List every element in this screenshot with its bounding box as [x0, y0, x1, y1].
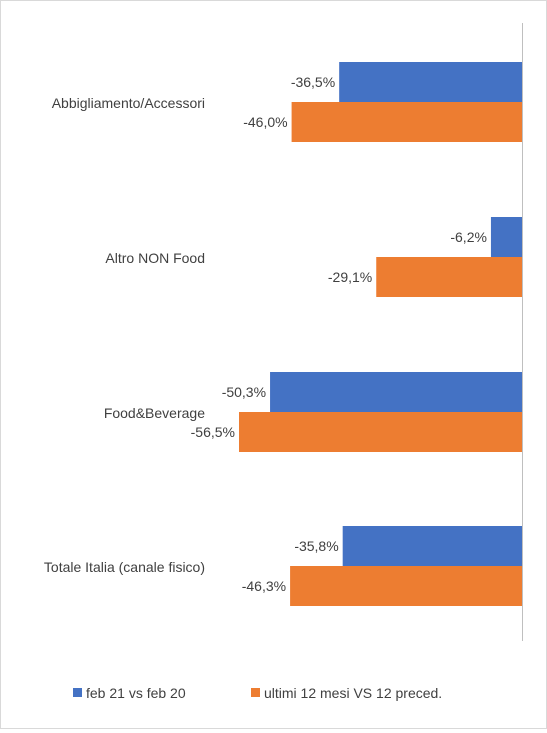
- category-label-0: Abbigliamento/Accessori: [52, 95, 205, 111]
- legend-label-1: ultimi 12 mesi VS 12 preced.: [264, 685, 442, 701]
- legend-swatch-0: [73, 688, 82, 697]
- data-label-s1-c3: -46,3%: [242, 578, 286, 594]
- bar-s1-c2: [239, 412, 522, 452]
- bar-s1-c0: [291, 102, 522, 142]
- data-label-s0-c1: -6,2%: [450, 229, 487, 245]
- category-label-2: Food&Beverage: [104, 405, 205, 421]
- bar-s0-c0: [339, 62, 522, 102]
- data-label-s0-c2: -50,3%: [222, 384, 266, 400]
- bar-s0-c2: [270, 372, 522, 412]
- bar-s1-c3: [290, 566, 522, 606]
- category-labels-layer: Abbigliamento/Accessori Altro NON Food Foo…: [44, 95, 205, 575]
- data-label-s1-c1: -29,1%: [328, 269, 372, 285]
- data-label-s1-c2: -56,5%: [191, 424, 235, 440]
- legend: feb 21 vs feb 20 ultimi 12 mesi VS 12 pre…: [73, 685, 442, 701]
- legend-swatch-1: [251, 688, 260, 697]
- data-label-s0-c0: -36,5%: [291, 74, 335, 90]
- data-label-s0-c3: -35,8%: [294, 538, 338, 554]
- category-label-1: Altro NON Food: [105, 250, 205, 266]
- bar-s0-c3: [342, 526, 522, 566]
- legend-label-0: feb 21 vs feb 20: [86, 685, 186, 701]
- bars-layer: [239, 62, 522, 606]
- data-label-s1-c0: -46,0%: [243, 114, 287, 130]
- category-label-3: Totale Italia (canale fisico): [44, 559, 205, 575]
- bar-s1-c1: [376, 257, 522, 297]
- data-labels-layer: -36,5% -6,2% -50,3% -35,8% -46,0% -29,1% -56,5…: [191, 74, 487, 594]
- bar-s0-c1: [490, 217, 522, 257]
